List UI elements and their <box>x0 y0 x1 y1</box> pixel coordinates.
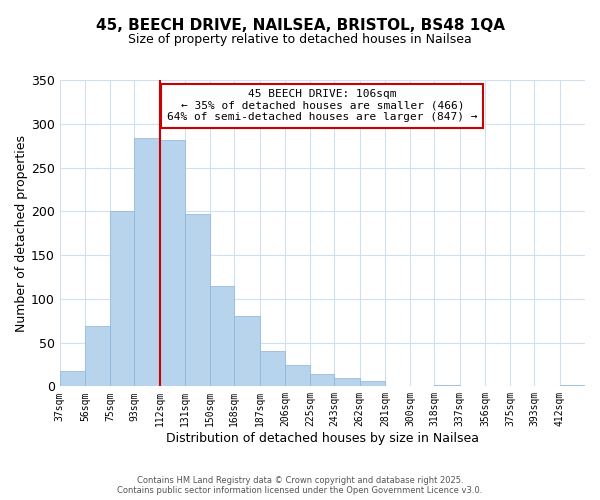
Text: 45, BEECH DRIVE, NAILSEA, BRISTOL, BS48 1QA: 45, BEECH DRIVE, NAILSEA, BRISTOL, BS48 … <box>95 18 505 32</box>
Bar <box>134 138 160 386</box>
Bar <box>110 212 134 386</box>
Bar <box>59 372 85 386</box>
Bar <box>185 214 210 386</box>
Bar <box>359 381 385 386</box>
Bar <box>334 378 359 386</box>
Y-axis label: Number of detached properties: Number of detached properties <box>15 134 28 332</box>
Bar <box>160 140 185 386</box>
Bar <box>285 366 310 386</box>
Text: 45 BEECH DRIVE: 106sqm
← 35% of detached houses are smaller (466)
64% of semi-de: 45 BEECH DRIVE: 106sqm ← 35% of detached… <box>167 89 478 122</box>
Bar <box>210 286 234 386</box>
Bar <box>260 352 285 386</box>
Bar <box>310 374 334 386</box>
X-axis label: Distribution of detached houses by size in Nailsea: Distribution of detached houses by size … <box>166 432 479 445</box>
Text: Contains HM Land Registry data © Crown copyright and database right 2025.
Contai: Contains HM Land Registry data © Crown c… <box>118 476 482 495</box>
Bar <box>85 326 110 386</box>
Text: Size of property relative to detached houses in Nailsea: Size of property relative to detached ho… <box>128 32 472 46</box>
Bar <box>234 316 260 386</box>
